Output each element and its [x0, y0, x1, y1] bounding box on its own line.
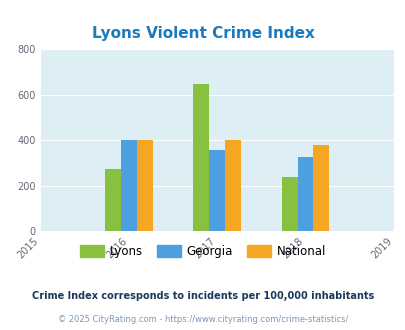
Bar — [225, 140, 241, 231]
Bar — [281, 177, 297, 231]
Bar — [297, 157, 313, 231]
Text: Crime Index corresponds to incidents per 100,000 inhabitants: Crime Index corresponds to incidents per… — [32, 291, 373, 301]
Text: Lyons Violent Crime Index: Lyons Violent Crime Index — [92, 26, 313, 41]
Text: © 2025 CityRating.com - https://www.cityrating.com/crime-statistics/: © 2025 CityRating.com - https://www.city… — [58, 315, 347, 324]
Bar — [121, 140, 136, 231]
Bar — [136, 140, 152, 231]
Bar — [193, 84, 209, 231]
Bar — [313, 145, 328, 231]
Bar — [209, 150, 225, 231]
Bar — [105, 169, 121, 231]
Legend: Lyons, Georgia, National: Lyons, Georgia, National — [75, 241, 330, 263]
